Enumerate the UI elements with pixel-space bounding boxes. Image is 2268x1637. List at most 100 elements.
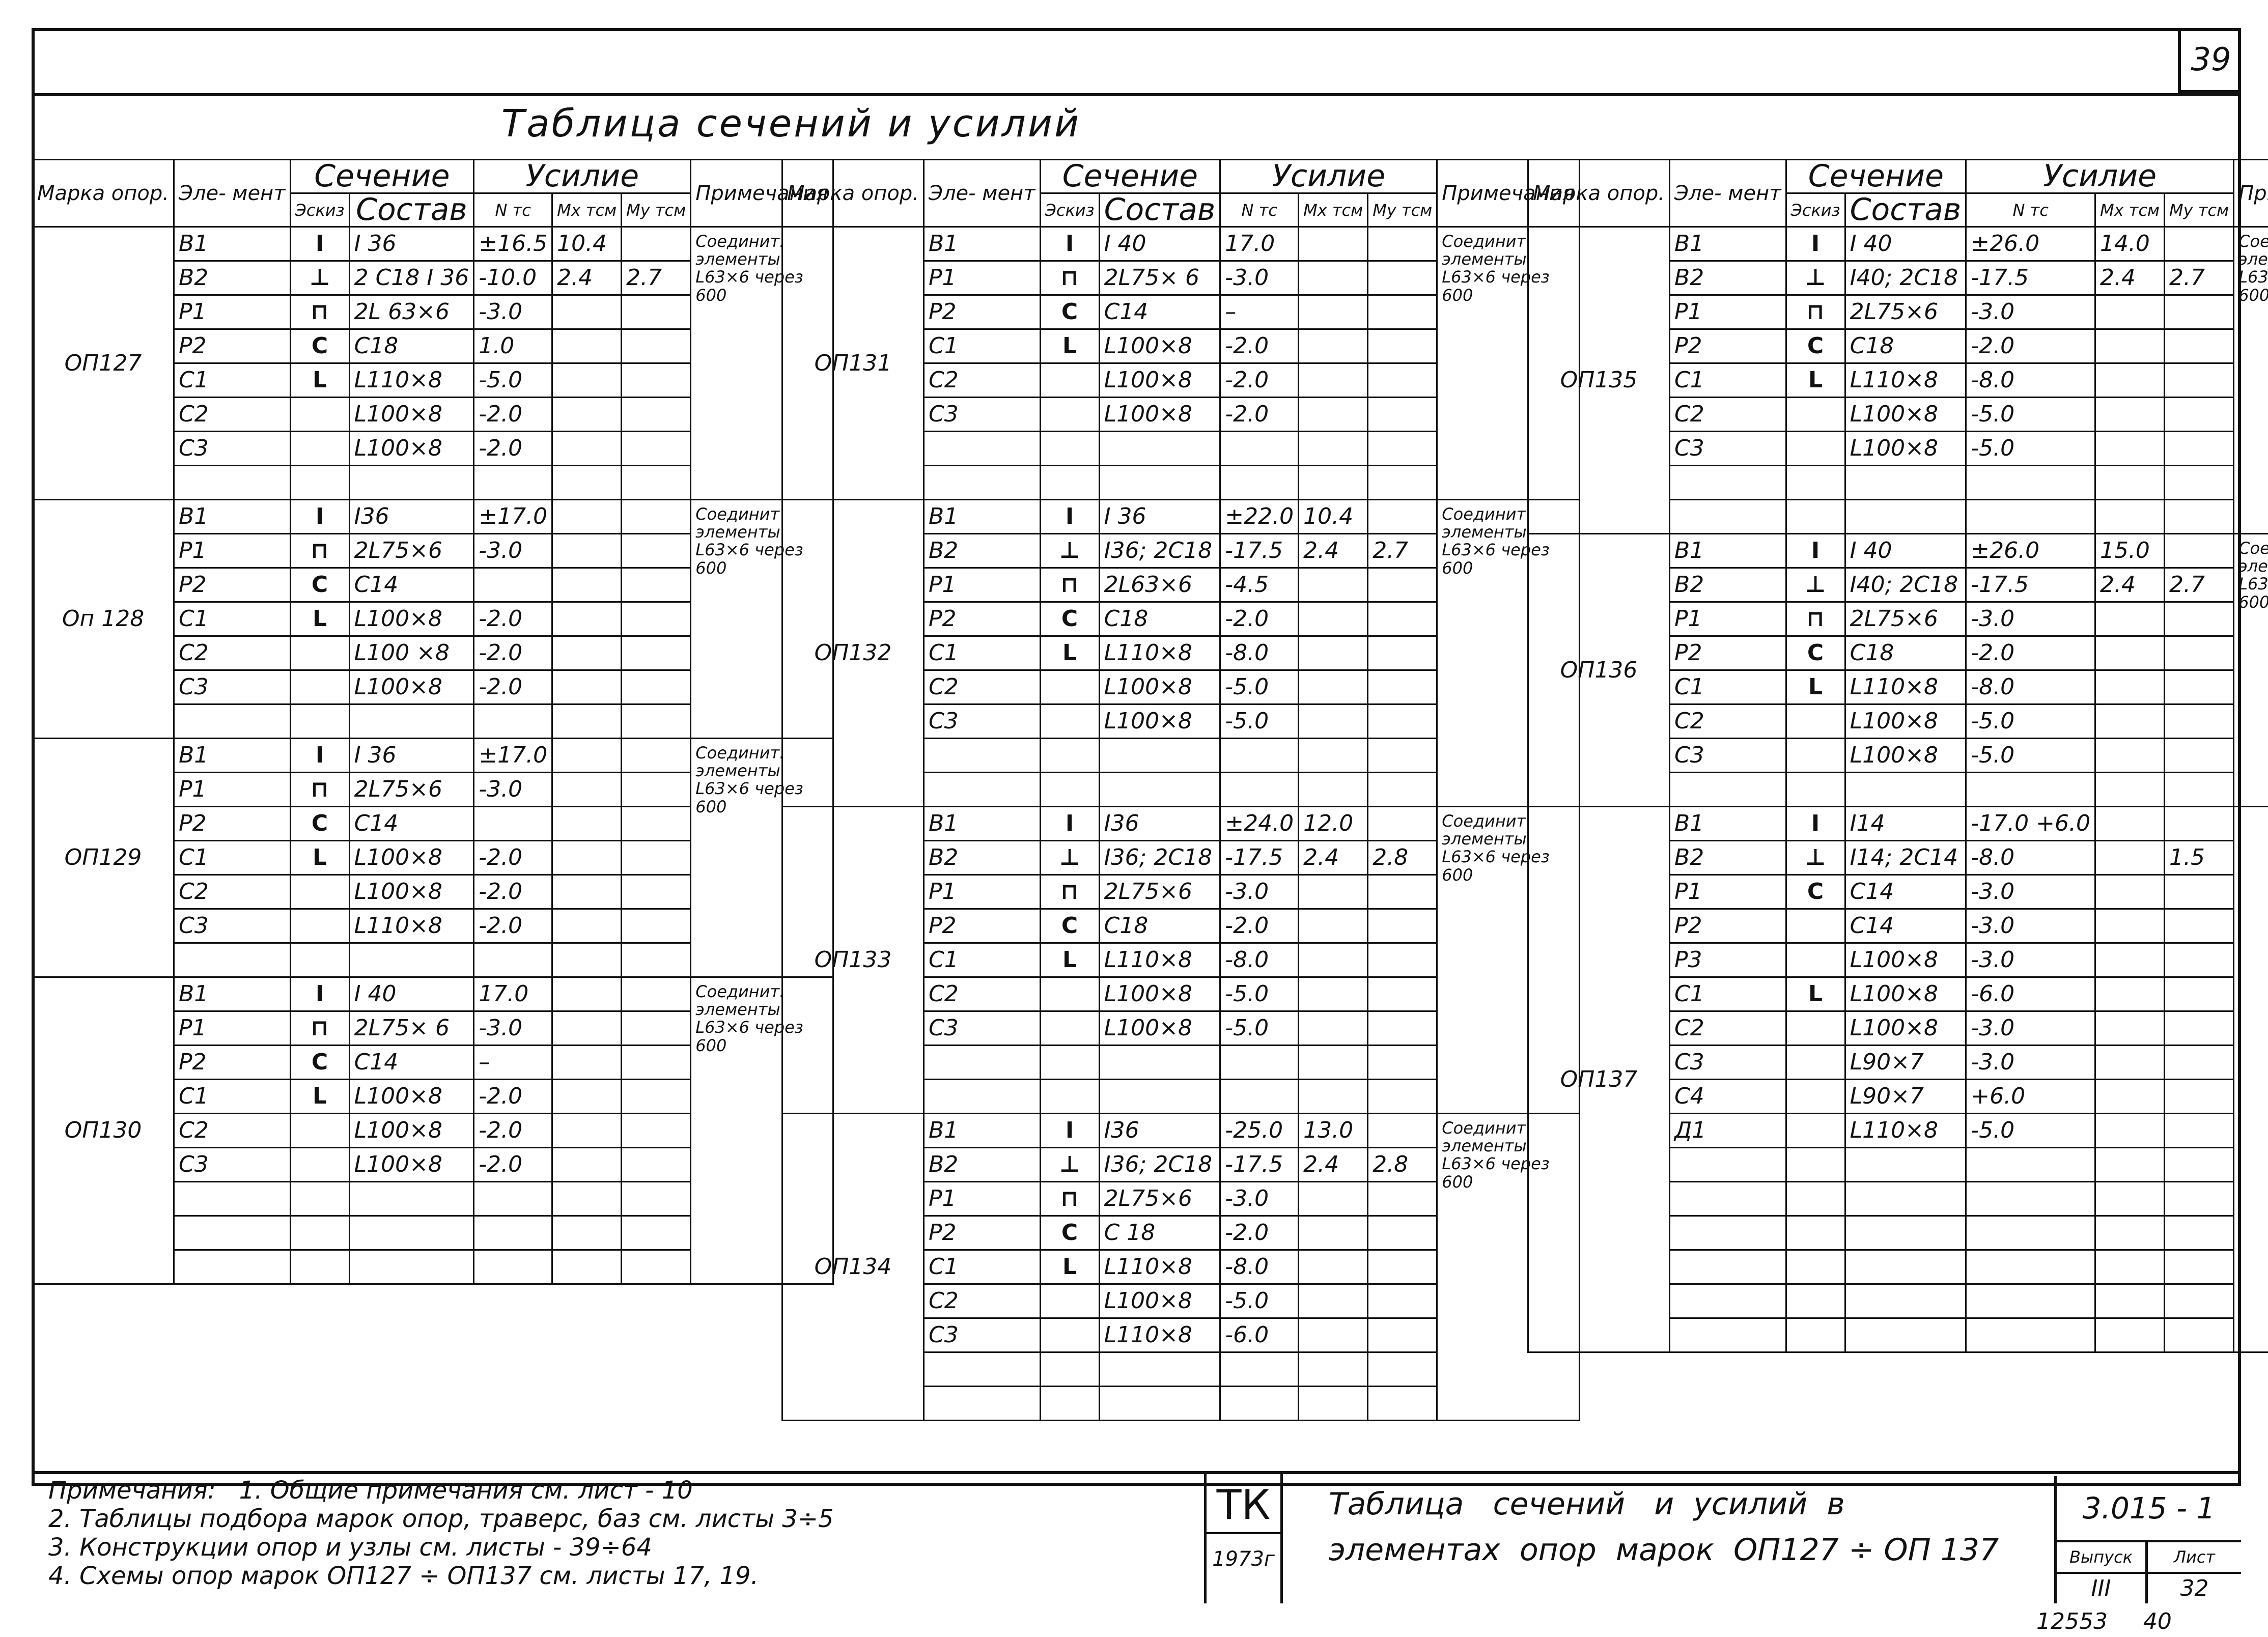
sketch-cell: L (1785, 976, 1846, 1012)
table-row: С3 L100×8 -2.0 (33, 431, 833, 466)
moment-my-cell (2164, 1147, 2235, 1182)
table-row: С2 L100×8 -5.0 (782, 976, 1580, 1012)
moment-mx-cell (2094, 772, 2166, 807)
moment-my-cell (2164, 226, 2235, 262)
element-cell (173, 1215, 291, 1251)
table-row: С2 L100×8 -3.0 (1528, 1010, 2268, 1046)
moment-mx-cell (2094, 703, 2166, 739)
sketch-cell: ⊥ (1785, 840, 1846, 876)
force-n-cell: -2.0 (473, 874, 553, 910)
moment-my-cell (1367, 908, 1438, 944)
moment-mx-cell: 2.4 (1298, 840, 1369, 876)
table-row: Р1 ⊓ 2L75×6 -3.0 (33, 772, 833, 807)
table-row: Р2 C C18 -2.0 (1528, 328, 2268, 364)
table-row (1528, 772, 2268, 807)
element-cell: С1 (173, 601, 291, 637)
force-n-cell: ±17.0 (473, 499, 553, 534)
moment-my-cell (1367, 226, 1438, 262)
composition-cell: C14 (1098, 294, 1221, 330)
sketch-cell: I (289, 976, 350, 1012)
table-row: С3 L100×8 -5.0 (1528, 738, 2268, 773)
table-row: С1 L L110×8 -8.0 (1528, 362, 2268, 398)
composition-cell: L100×8 (1098, 397, 1221, 432)
element-cell: С2 (923, 362, 1041, 398)
composition-cell: I 40 (348, 976, 475, 1012)
table-row: С1 L L110×8 -5.0 (33, 362, 833, 398)
force-n-cell: -10.0 (473, 260, 553, 296)
force-n-cell: -25.0 (1219, 1113, 1300, 1148)
sketch-cell: ⊥ (1039, 533, 1100, 569)
element-cell: С3 (1669, 1045, 1787, 1080)
element-cell (1669, 772, 1787, 807)
element-cell: С3 (923, 1317, 1041, 1353)
force-n-cell (1965, 1283, 2096, 1319)
header-sechenie: Сечение (1039, 159, 1221, 194)
force-n-cell (473, 567, 553, 603)
sketch-cell (289, 1249, 350, 1285)
table-row: С3 L100×8 -2.0 (33, 1147, 833, 1182)
composition-cell (348, 1249, 475, 1285)
moment-my-cell: 2.7 (2164, 567, 2235, 603)
vypusk-cell: Выпуск III (2054, 1542, 2148, 1603)
force-n-cell: -2.0 (473, 431, 553, 466)
moment-my-cell (621, 1079, 692, 1114)
footer-notes: Примечания: 1. Общие примечания см. лист… (48, 1476, 834, 1590)
force-n-cell: -5.0 (1219, 1010, 1300, 1046)
moment-my-cell (2164, 397, 2235, 432)
moment-mx-cell (551, 703, 623, 739)
moment-mx-cell (1298, 1079, 1369, 1114)
moment-my-cell (1367, 669, 1438, 705)
moment-mx-cell (551, 806, 623, 841)
moment-my-cell (2164, 533, 2235, 569)
element-cell: Р1 (1669, 294, 1787, 330)
element-cell (923, 738, 1041, 773)
element-cell: С2 (1669, 703, 1787, 739)
moment-mx-cell (1298, 465, 1369, 500)
element-cell: С3 (923, 1010, 1041, 1046)
sketch-cell: I (289, 226, 350, 262)
moment-mx-cell (2094, 294, 2166, 330)
table-row: Р1 ⊓ 2L 63×6 -3.0 (33, 294, 833, 330)
moment-mx-cell (2094, 1010, 2166, 1046)
element-cell (923, 465, 1041, 500)
moment-mx-cell (2094, 1113, 2166, 1148)
sketch-cell (1039, 465, 1100, 500)
element-cell: С2 (173, 1113, 291, 1148)
sketch-cell (289, 431, 350, 466)
moment-mx-cell: 2.4 (1298, 1147, 1369, 1182)
composition-cell: I40; 2C18 (1844, 567, 1967, 603)
element-cell: Р2 (923, 908, 1041, 944)
force-n-cell: -6.0 (1219, 1317, 1300, 1353)
moment-mx-cell (2094, 976, 2166, 1012)
table-row: Р1 ⊓ 2L75× 6 -3.0 (33, 1010, 833, 1046)
element-cell (1669, 1147, 1787, 1182)
header-sostav: Состав (1098, 192, 1221, 228)
force-n-cell: – (473, 1045, 553, 1080)
composition-cell: L100×8 (1098, 328, 1221, 364)
support-mark: ОП131 (781, 226, 925, 500)
header-element: Эле- мент (173, 159, 291, 228)
moment-my-cell (2164, 806, 2235, 841)
table-row: ОП131 В1 I I 40 17.0 Соединит элементы L63×6 … (781, 226, 1580, 500)
element-cell: Р1 (923, 260, 1041, 296)
element-cell: Р2 (923, 294, 1041, 330)
composition-cell: L100×8 (348, 874, 475, 910)
element-cell: С1 (173, 362, 291, 398)
header-mx: Mx тсм (1298, 192, 1369, 228)
moment-my-cell (621, 1045, 692, 1080)
force-n-cell: -3.0 (1219, 260, 1300, 296)
sketch-cell (1785, 738, 1846, 773)
force-n-cell: -5.0 (1965, 703, 2096, 739)
element-cell (923, 772, 1041, 807)
moment-mx-cell (551, 635, 623, 671)
sketch-cell (1039, 703, 1100, 739)
composition-cell (1844, 465, 1967, 500)
moment-my-cell (1367, 635, 1438, 671)
moment-mx-cell (1298, 976, 1369, 1012)
sketch-cell (1039, 976, 1100, 1012)
force-n-cell: -8.0 (1219, 635, 1300, 671)
table-row (782, 465, 1580, 500)
force-n-cell: -2.0 (1219, 601, 1300, 637)
table-row: С2 L100×8 -2.0 (33, 874, 833, 910)
element-cell: В2 (923, 1147, 1041, 1182)
